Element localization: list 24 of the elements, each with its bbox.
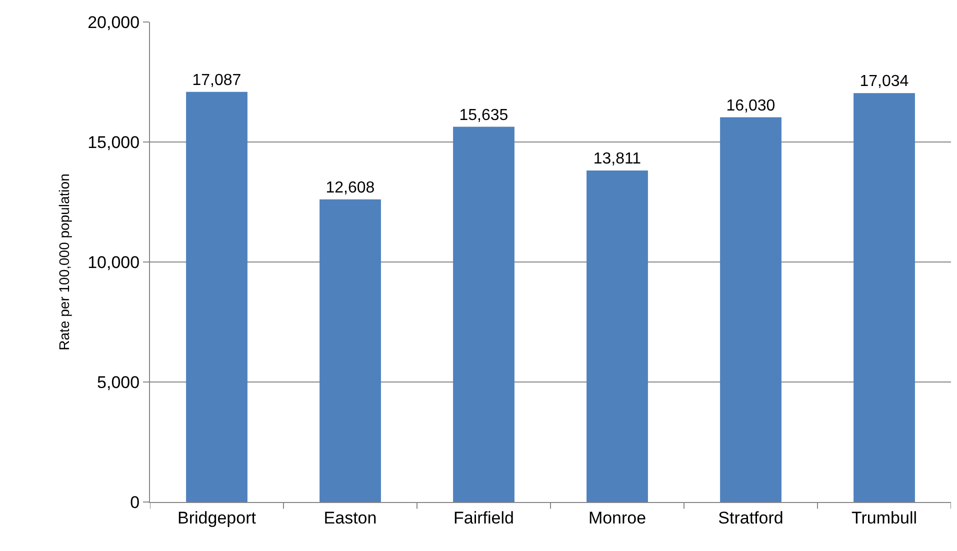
y-tick-label: 0 [130,492,140,512]
data-label: 17,087 [192,72,242,89]
bar [586,170,648,502]
x-tick-label: Easton [324,508,377,528]
y-tick-label: 5,000 [97,372,140,392]
y-tick-label: 10,000 [88,252,140,272]
data-label: 12,608 [326,179,375,196]
bar [854,93,915,502]
x-tick-label: Bridgeport [178,508,256,528]
y-tick-label: 15,000 [88,132,140,152]
bar [453,126,514,502]
data-label: 17,034 [860,73,909,90]
data-label: 13,811 [593,150,642,168]
x-tick-label: Stratford [718,508,784,528]
x-tick-label: Fairfield [454,508,514,528]
x-tick-label: Trumbull [852,508,917,528]
bar [320,199,381,502]
y-tick-label: 20,000 [88,12,140,32]
y-axis-title: Rate per 100,000 population [56,174,72,350]
bar [720,117,782,502]
data-label: 16,030 [726,97,776,114]
bar [186,92,248,502]
x-tick-label: Monroe [588,508,646,528]
data-label: 15,635 [459,106,508,124]
